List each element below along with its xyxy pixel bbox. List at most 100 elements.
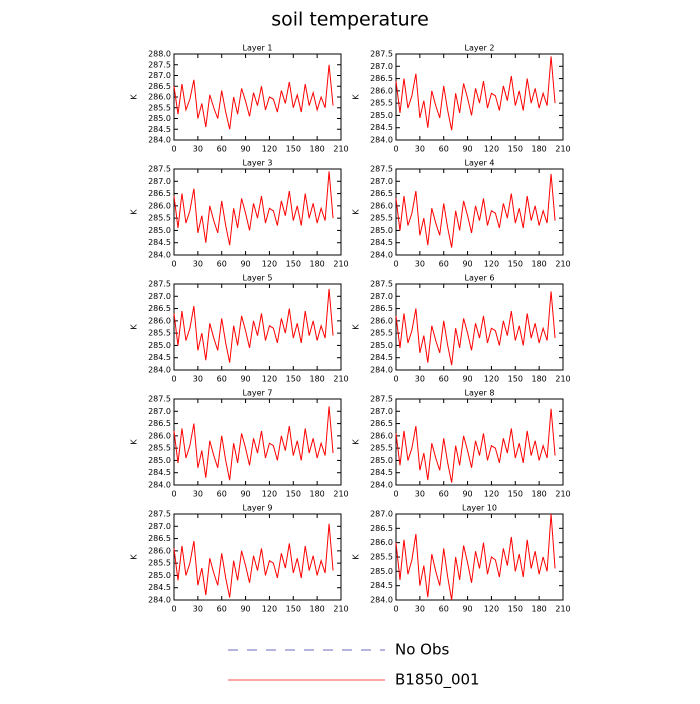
x-tick-label: 0 xyxy=(393,490,398,499)
y-tick-label: 284.5 xyxy=(148,238,171,247)
y-tick-label: 284.5 xyxy=(148,125,171,134)
y-tick-label: 287.0 xyxy=(148,292,171,301)
y-tick-label: 285.0 xyxy=(370,456,393,465)
x-tick-label: 150 xyxy=(286,145,301,154)
x-tick-label: 90 xyxy=(240,145,250,154)
x-tick-label: 60 xyxy=(439,605,449,614)
panel-title: Layer 8 xyxy=(465,389,495,398)
panel-title: Layer 2 xyxy=(465,44,495,53)
x-tick-label: 150 xyxy=(508,145,523,154)
x-tick-label: 30 xyxy=(415,145,425,154)
y-tick-label: 286.5 xyxy=(148,419,171,428)
x-tick-label: 0 xyxy=(171,145,176,154)
y-tick-label: 287.0 xyxy=(370,292,393,301)
y-tick-label: 288.0 xyxy=(148,50,171,59)
x-tick-label: 210 xyxy=(333,375,348,384)
x-tick-label: 60 xyxy=(439,375,449,384)
x-tick-label: 150 xyxy=(508,490,523,499)
y-tick-label: 285.5 xyxy=(370,329,393,338)
y-tick-label: 286.0 xyxy=(148,546,171,555)
y-tick-label: 286.5 xyxy=(370,524,393,533)
x-tick-label: 90 xyxy=(462,375,472,384)
y-tick-label: 284.5 xyxy=(370,581,393,590)
x-tick-label: 60 xyxy=(439,145,449,154)
y-tick-label: 284.0 xyxy=(370,136,393,145)
x-tick-label: 150 xyxy=(286,605,301,614)
y-tick-label: 285.0 xyxy=(148,571,171,580)
y-tick-label: 287.5 xyxy=(148,280,171,289)
plot-frame xyxy=(395,168,564,256)
y-tick-label: 284.5 xyxy=(370,238,393,247)
data-line xyxy=(395,56,556,131)
x-tick-label: 150 xyxy=(286,490,301,499)
x-tick-label: 180 xyxy=(532,605,547,614)
x-tick-label: 210 xyxy=(333,490,348,499)
y-tick-label: 287.5 xyxy=(148,60,171,69)
x-tick-label: 90 xyxy=(462,260,472,269)
y-tick-label: 284.0 xyxy=(370,481,393,490)
y-axis-label: K xyxy=(352,554,361,560)
panel-title: Layer 5 xyxy=(243,274,273,283)
y-tick-label: 284.0 xyxy=(148,366,171,375)
plot-frame xyxy=(173,513,342,601)
x-tick-label: 210 xyxy=(333,145,348,154)
y-axis-label: K xyxy=(352,439,361,445)
plot-frame xyxy=(173,168,342,256)
y-tick-label: 287.0 xyxy=(370,62,393,71)
y-tick-label: 285.5 xyxy=(148,214,171,223)
x-tick-label: 0 xyxy=(393,375,398,384)
panel-title: Layer 4 xyxy=(465,159,495,168)
plot-frame xyxy=(395,398,564,486)
y-tick-label: 287.0 xyxy=(148,71,171,80)
y-tick-label: 286.0 xyxy=(148,93,171,102)
x-tick-label: 0 xyxy=(393,145,398,154)
data-line xyxy=(173,288,334,363)
y-tick-label: 285.0 xyxy=(370,226,393,235)
y-tick-label: 287.0 xyxy=(370,407,393,416)
y-tick-label: 285.5 xyxy=(370,553,393,562)
y-tick-label: 285.5 xyxy=(370,444,393,453)
y-tick-label: 286.5 xyxy=(148,82,171,91)
x-tick-label: 0 xyxy=(393,260,398,269)
x-tick-label: 60 xyxy=(439,490,449,499)
y-axis-label: K xyxy=(130,324,139,330)
legend-label: No Obs xyxy=(395,641,449,659)
x-tick-label: 120 xyxy=(484,260,499,269)
x-tick-label: 30 xyxy=(193,375,203,384)
legend-label: B1850_001 xyxy=(395,671,480,690)
x-tick-label: 60 xyxy=(217,490,227,499)
x-tick-label: 120 xyxy=(262,605,277,614)
x-tick-label: 0 xyxy=(393,605,398,614)
y-axis-label: K xyxy=(352,94,361,100)
y-tick-label: 286.5 xyxy=(148,189,171,198)
y-tick-label: 286.5 xyxy=(370,189,393,198)
x-tick-label: 210 xyxy=(555,605,570,614)
x-tick-label: 90 xyxy=(240,260,250,269)
y-tick-label: 284.0 xyxy=(370,596,393,605)
y-tick-label: 285.0 xyxy=(148,114,171,123)
x-tick-label: 210 xyxy=(333,605,348,614)
x-tick-label: 90 xyxy=(462,605,472,614)
y-axis-label: K xyxy=(130,554,139,560)
x-tick-label: 150 xyxy=(508,605,523,614)
panel-title: Layer 3 xyxy=(243,159,273,168)
data-line xyxy=(395,291,556,366)
y-tick-label: 284.0 xyxy=(370,251,393,260)
y-tick-label: 284.5 xyxy=(148,468,171,477)
y-tick-label: 286.0 xyxy=(370,316,393,325)
x-tick-label: 150 xyxy=(508,375,523,384)
x-tick-label: 90 xyxy=(240,490,250,499)
y-tick-label: 287.5 xyxy=(148,165,171,174)
x-tick-label: 0 xyxy=(171,260,176,269)
plot-frame xyxy=(395,283,564,371)
y-tick-label: 284.5 xyxy=(370,353,393,362)
y-tick-label: 286.5 xyxy=(148,534,171,543)
y-axis-label: K xyxy=(130,439,139,445)
data-line xyxy=(173,406,334,481)
y-tick-label: 284.5 xyxy=(148,583,171,592)
x-tick-label: 30 xyxy=(193,490,203,499)
x-tick-label: 0 xyxy=(171,490,176,499)
y-tick-label: 287.5 xyxy=(148,395,171,404)
y-axis-label: K xyxy=(352,209,361,215)
